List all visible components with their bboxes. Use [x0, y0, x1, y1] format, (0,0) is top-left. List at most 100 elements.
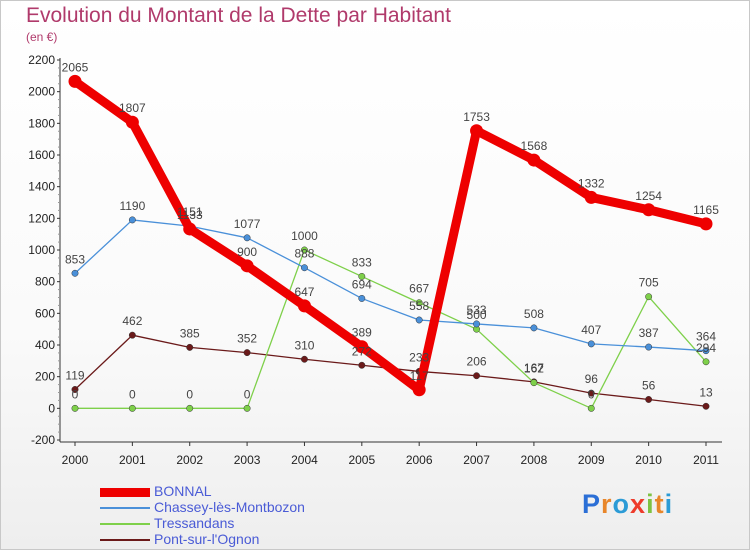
data-point — [645, 343, 653, 351]
logo-letter: P — [582, 489, 602, 519]
chart-title: Evolution du Montant de la Dette par Hab… — [26, 4, 451, 27]
data-label: 56 — [642, 378, 656, 392]
data-label: 1753 — [463, 110, 490, 124]
line-chart: 2200200018001600140012001000800600400200… — [28, 53, 722, 467]
data-label: 500 — [467, 308, 487, 322]
data-point — [587, 340, 595, 348]
y-tick-label: 1200 — [28, 211, 55, 225]
data-label: 0 — [129, 387, 136, 401]
data-label: 162 — [524, 362, 544, 376]
data-point — [358, 295, 366, 302]
data-label: 0 — [186, 387, 193, 401]
legend-swatch — [100, 488, 150, 497]
data-point — [702, 402, 710, 410]
data-label: 888 — [294, 247, 314, 261]
y-tick-label: 1000 — [28, 243, 55, 257]
data-point — [699, 217, 713, 231]
data-label: 294 — [696, 341, 716, 355]
legend-label: BONNAL — [154, 483, 212, 499]
data-point — [240, 259, 254, 273]
data-point — [355, 340, 369, 354]
x-tick-label: 2005 — [348, 453, 375, 467]
data-point — [128, 331, 136, 339]
x-tick-label: 2011 — [693, 453, 719, 467]
chart-subtitle: (en €) — [26, 30, 58, 44]
data-point — [183, 222, 197, 236]
data-label: 1332 — [578, 176, 605, 190]
y-tick-label: 800 — [35, 275, 55, 289]
data-point — [587, 404, 595, 412]
data-point — [412, 383, 426, 397]
y-tick-label: 1600 — [28, 148, 55, 162]
data-point — [243, 404, 251, 412]
logo-letter: i — [646, 489, 655, 519]
data-label: 0 — [588, 387, 595, 401]
data-label: 385 — [180, 326, 200, 340]
y-tick-label: 400 — [35, 338, 55, 352]
series-chassey-l-s-montbozon — [71, 216, 710, 355]
data-label: 0 — [244, 387, 251, 401]
legend-swatch — [100, 507, 150, 509]
y-tick-label: 0 — [48, 401, 55, 415]
data-label: 1165 — [693, 203, 719, 217]
x-tick-label: 2008 — [521, 453, 548, 467]
data-point — [186, 404, 194, 412]
data-label: 364 — [696, 330, 716, 344]
x-tick-label: 2003 — [234, 453, 261, 467]
data-label: 1190 — [119, 199, 145, 213]
data-point — [584, 190, 598, 204]
data-point — [243, 234, 251, 242]
data-label: 558 — [409, 299, 429, 313]
data-point — [68, 74, 82, 88]
data-point — [645, 293, 653, 301]
data-label: 900 — [237, 245, 257, 259]
data-point — [186, 343, 194, 351]
data-label: 667 — [409, 282, 429, 296]
data-point — [702, 347, 710, 355]
data-label: 694 — [352, 277, 372, 291]
data-label: 119 — [65, 368, 84, 382]
data-label: 1807 — [119, 101, 146, 115]
data-point — [530, 324, 538, 332]
data-label: 533 — [467, 303, 487, 317]
y-tick-label: 600 — [35, 306, 55, 320]
y-tick-label: -200 — [31, 433, 55, 447]
data-point — [527, 153, 541, 167]
data-label: 233 — [409, 350, 429, 364]
data-point — [358, 272, 366, 280]
data-point — [473, 320, 480, 328]
data-point — [702, 358, 710, 366]
data-label: 1254 — [635, 189, 662, 203]
data-point — [301, 246, 308, 254]
legend-swatch — [100, 539, 150, 541]
series-bonnal — [68, 74, 713, 397]
data-label: 310 — [294, 338, 314, 352]
legend-label: Tressandans — [154, 515, 235, 531]
data-point — [358, 361, 366, 369]
data-point — [297, 299, 311, 313]
data-point — [301, 355, 308, 363]
data-label: 167 — [524, 361, 544, 375]
data-label: 462 — [122, 314, 142, 328]
legend-label: Pont-sur-l'Ognon — [154, 531, 260, 547]
data-point — [473, 372, 480, 380]
data-label: 117 — [410, 369, 429, 383]
x-tick-label: 2006 — [406, 453, 433, 467]
data-label: 0 — [72, 387, 79, 401]
legend-label: Chassey-lès-Montbozon — [154, 499, 305, 515]
data-label: 272 — [352, 344, 372, 358]
series-line — [74, 249, 707, 409]
data-label: 508 — [524, 307, 544, 321]
data-point — [128, 216, 136, 224]
y-tick-label: 200 — [35, 370, 55, 384]
data-point — [415, 299, 423, 307]
data-point — [301, 264, 308, 272]
data-label: 13 — [699, 385, 713, 399]
proxiti-logo: Proxiti — [582, 489, 673, 520]
data-label: 1133 — [177, 208, 203, 222]
logo-letter: t — [654, 489, 665, 519]
data-label: 387 — [639, 326, 659, 340]
data-point — [587, 389, 595, 397]
logo-letter: r — [601, 489, 613, 519]
